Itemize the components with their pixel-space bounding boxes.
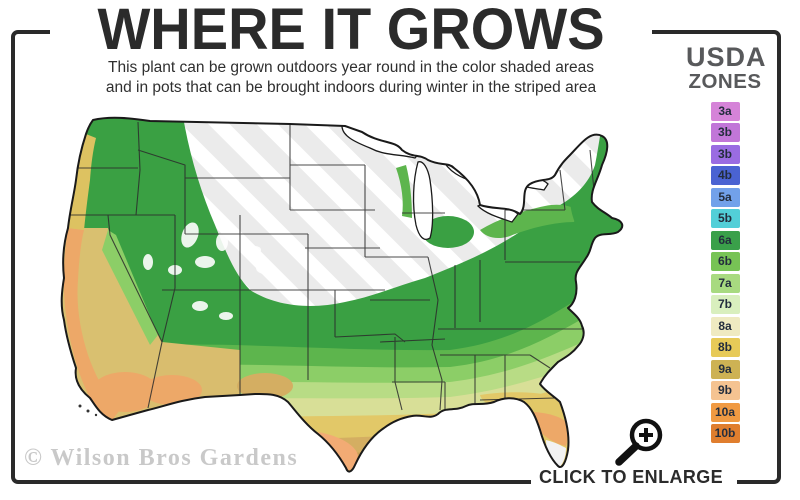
zone-chip-6b: 6b [710,252,740,272]
watermark: © Wilson Bros Gardens [24,445,299,471]
enlarge-border-gap [531,474,737,494]
zone-chip-3b: 3b [710,144,740,164]
zone-texas-tip-orange [318,432,358,471]
mountain-white-patches [143,222,289,320]
zone-chip-8b: 8b [710,338,740,358]
zone-florida-orange [530,412,568,446]
title-border-gap [50,20,652,42]
magnifier-plus-icon[interactable] [610,415,664,469]
zone-arizona-orange [142,375,202,405]
usda-zone-map[interactable] [50,110,675,482]
zone-socal-orange [91,372,159,412]
zone-list: 3a 3b 3b 4b 5a 5b 6a 6b 7a 7b 8a 8b 9a 9b 10a 10b [686,101,764,444]
zone-chip-8a: 8a [710,316,740,336]
zone-chip-7b: 7b [710,295,740,315]
subtitle: This plant can be grown outdoors year ro… [48,58,654,99]
zone-chip-9a: 9a [710,359,740,379]
zone-new-mexico-tan [237,373,293,399]
zone-chip-4b: 4b [710,166,740,186]
zone-chip-3b: 3b [710,123,740,143]
zone-wisconsin-shore-green [396,165,412,218]
zone-florida-tip-white [546,440,566,468]
legend-title-zones: ZONES [688,70,762,93]
zone-chip-3a: 3a [710,101,740,121]
usda-zones-legend: USDA ZONES 3a 3b 3b 4b 5a 5b 6a 6b 7a 7b 8a 8b 9a 9b 1… [686,42,767,444]
us-outline [60,116,624,473]
zone-chip-5b: 5b [710,209,740,229]
zone-chip-9b: 9b [710,381,740,401]
small-islands [78,404,98,417]
zone-california-sierra-green [102,230,158,345]
lake-michigan [412,161,434,240]
zone-chip-7a: 7a [710,273,740,293]
state-borders [65,121,596,413]
page-title: WHERE IT GROWS [97,0,605,62]
click-to-enlarge-button[interactable]: CLICK TO ENLARGE [539,467,724,487]
zone-michigan-green [422,216,474,248]
subtitle-line1: This plant can be grown outdoors year ro… [108,59,594,76]
subtitle-line2: and in pots that can be brought indoors … [105,79,597,97]
legend-title-usda: USDA [686,42,767,72]
zone-chip-10b: 10b [710,424,740,444]
zone-band-dark-tan [280,444,480,472]
zone-california-coast-orange [63,228,120,420]
zone-chip-10a: 10a [710,402,740,422]
zone-chip-6a: 6a [710,230,740,250]
zone-nw-coast-gold [68,134,96,230]
zone-chip-5a: 5a [710,187,740,207]
